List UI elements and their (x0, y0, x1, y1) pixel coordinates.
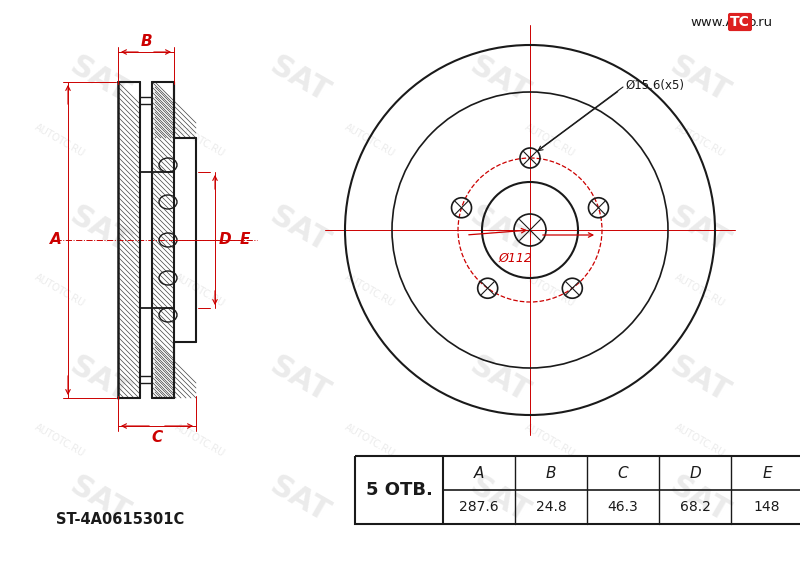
Text: AUTOTC.RU: AUTOTC.RU (173, 121, 227, 158)
Text: E: E (762, 465, 772, 481)
Text: SAT: SAT (665, 52, 735, 108)
Text: SAT: SAT (665, 472, 735, 528)
Text: AUTOTC.RU: AUTOTC.RU (33, 272, 87, 308)
Text: AUTOTC.RU: AUTOTC.RU (33, 422, 87, 458)
Text: SAT: SAT (265, 351, 335, 409)
Text: ST-4A0615301C: ST-4A0615301C (56, 512, 184, 528)
Text: SAT: SAT (65, 202, 135, 258)
Text: .ru: .ru (755, 15, 773, 29)
Text: AUTOTC.RU: AUTOTC.RU (673, 422, 727, 458)
Text: AUTOTC.RU: AUTOTC.RU (343, 121, 397, 158)
Text: AUTOTC.RU: AUTOTC.RU (523, 121, 577, 158)
Text: 68.2: 68.2 (679, 500, 710, 514)
Text: B: B (546, 465, 556, 481)
Text: B: B (140, 34, 152, 49)
Text: AUTOTC.RU: AUTOTC.RU (673, 121, 727, 158)
Text: Ø112: Ø112 (498, 252, 532, 265)
Text: AUTOTC.RU: AUTOTC.RU (343, 272, 397, 308)
Text: SAT: SAT (265, 52, 335, 108)
Text: AUTOTC.RU: AUTOTC.RU (33, 121, 87, 158)
Text: AUTOTC.RU: AUTOTC.RU (523, 422, 577, 458)
Text: AUTOTC.RU: AUTOTC.RU (173, 422, 227, 458)
Text: Ø15.6(x5): Ø15.6(x5) (625, 79, 684, 92)
Text: SAT: SAT (265, 472, 335, 528)
Text: SAT: SAT (465, 472, 535, 528)
Text: 5 ОТВ.: 5 ОТВ. (366, 481, 433, 499)
Text: D: D (689, 465, 701, 481)
Text: SAT: SAT (265, 202, 335, 258)
Text: A: A (474, 465, 484, 481)
Text: SAT: SAT (665, 202, 735, 258)
Text: 148: 148 (754, 500, 780, 514)
Text: SAT: SAT (65, 52, 135, 108)
Text: C: C (151, 430, 162, 445)
Text: SAT: SAT (465, 351, 535, 409)
Text: E: E (240, 233, 250, 248)
Text: A: A (50, 233, 62, 248)
Text: 24.8: 24.8 (536, 500, 566, 514)
Text: AUTOTC.RU: AUTOTC.RU (343, 422, 397, 458)
Text: C: C (618, 465, 628, 481)
Bar (355, 456, 800, 524)
Text: AUTOTC.RU: AUTOTC.RU (673, 272, 727, 308)
Text: SAT: SAT (65, 351, 135, 409)
Text: SAT: SAT (465, 52, 535, 108)
Text: TC: TC (730, 15, 750, 29)
Text: 287.6: 287.6 (459, 500, 499, 514)
Text: AUTOTC.RU: AUTOTC.RU (173, 272, 227, 308)
Text: SAT: SAT (65, 472, 135, 528)
Text: 46.3: 46.3 (608, 500, 638, 514)
Text: SAT: SAT (665, 351, 735, 409)
Text: SAT: SAT (465, 202, 535, 258)
Text: D: D (218, 233, 231, 248)
Text: www.Auto: www.Auto (690, 15, 757, 29)
Text: AUTOTC.RU: AUTOTC.RU (523, 272, 577, 308)
